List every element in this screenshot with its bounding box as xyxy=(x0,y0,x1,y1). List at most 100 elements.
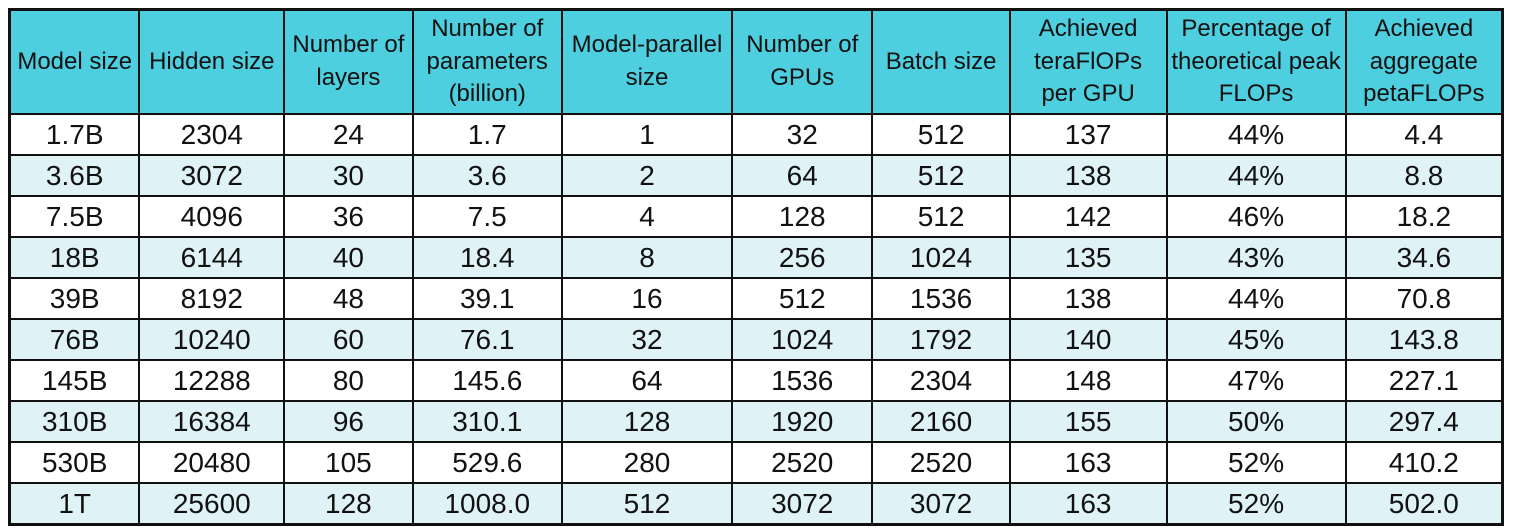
table-cell: 30 xyxy=(283,154,414,197)
table-cell: 52% xyxy=(1165,441,1347,484)
table-cell: 48 xyxy=(283,277,414,320)
table-cell: 16384 xyxy=(138,400,286,443)
table-cell: 138 xyxy=(1008,277,1168,320)
table-cell: 3.6 xyxy=(411,154,563,197)
table-cell: 64 xyxy=(731,154,874,197)
table-cell: 502.0 xyxy=(1344,482,1504,526)
table-cell: 2520 xyxy=(731,441,874,484)
table-cell: 310.1 xyxy=(411,400,563,443)
table-cell: 2520 xyxy=(871,441,1011,484)
table-cell: 1792 xyxy=(871,318,1011,361)
table-cell: 128 xyxy=(283,482,414,526)
table-cell: 142 xyxy=(1008,195,1168,238)
table-cell: 45% xyxy=(1165,318,1347,361)
table-row: 39B 8192 48 39.1 16 512 1536 138 44% 70.8 xyxy=(8,277,1504,320)
table-cell: 148 xyxy=(1008,359,1168,402)
table-cell: 145.6 xyxy=(411,359,563,402)
table-cell: 163 xyxy=(1008,482,1168,526)
table-cell: 135 xyxy=(1008,236,1168,279)
table-row: 3.6B 3072 30 3.6 2 64 512 138 44% 8.8 xyxy=(8,154,1504,197)
table-cell: 256 xyxy=(731,236,874,279)
column-header: Percentage of theoretical peak FLOPs xyxy=(1165,8,1347,115)
table-cell: 3072 xyxy=(138,154,286,197)
table-cell: 529.6 xyxy=(411,441,563,484)
table-cell: 50% xyxy=(1165,400,1347,443)
table-cell: 138 xyxy=(1008,154,1168,197)
table-cell: 76.1 xyxy=(411,318,563,361)
table-cell: 145B xyxy=(8,359,141,402)
table-cell: 60 xyxy=(283,318,414,361)
table-cell: 4.4 xyxy=(1344,113,1504,156)
table-cell: 34.6 xyxy=(1344,236,1504,279)
table-cell: 2160 xyxy=(871,400,1011,443)
table-cell: 39B xyxy=(8,277,141,320)
table-cell: 1024 xyxy=(731,318,874,361)
column-header: Model-parallel size xyxy=(560,8,734,115)
table-cell: 530B xyxy=(8,441,141,484)
table-cell: 128 xyxy=(560,400,734,443)
table-cell: 18B xyxy=(8,236,141,279)
table-cell: 43% xyxy=(1165,236,1347,279)
model-scaling-table: Model size Hidden size Number of layers Num… xyxy=(8,8,1504,526)
table-cell: 44% xyxy=(1165,154,1347,197)
table-cell: 155 xyxy=(1008,400,1168,443)
table-cell: 76B xyxy=(8,318,141,361)
table-cell: 32 xyxy=(560,318,734,361)
table-cell: 297.4 xyxy=(1344,400,1504,443)
column-header: Model size xyxy=(8,8,141,115)
table-cell: 18.4 xyxy=(411,236,563,279)
table-cell: 64 xyxy=(560,359,734,402)
table-cell: 8 xyxy=(560,236,734,279)
table-cell: 7.5B xyxy=(8,195,141,238)
table-cell: 140 xyxy=(1008,318,1168,361)
table-cell: 410.2 xyxy=(1344,441,1504,484)
column-header: Batch size xyxy=(871,8,1011,115)
table-cell: 1008.0 xyxy=(411,482,563,526)
table-cell: 39.1 xyxy=(411,277,563,320)
table-cell: 1.7B xyxy=(8,113,141,156)
table-cell: 1536 xyxy=(731,359,874,402)
table-row: 1T 25600 128 1008.0 512 3072 3072 163 52% 502.0 xyxy=(8,482,1504,526)
table-row: 530B 20480 105 529.6 280 2520 2520 163 52% 410.2 xyxy=(8,441,1504,484)
table-cell: 512 xyxy=(871,113,1011,156)
table-cell: 137 xyxy=(1008,113,1168,156)
table-row: 7.5B 4096 36 7.5 4 128 512 142 46% 18.2 xyxy=(8,195,1504,238)
table-cell: 8192 xyxy=(138,277,286,320)
table-cell: 512 xyxy=(731,277,874,320)
table-body: 1.7B 2304 24 1.7 1 32 512 137 44% 4.4 3.6B 3072 30 3.… xyxy=(8,113,1504,526)
table-cell: 8.8 xyxy=(1344,154,1504,197)
table-header: Model size Hidden size Number of layers Num… xyxy=(8,8,1504,115)
table-cell: 20480 xyxy=(138,441,286,484)
table-cell: 1.7 xyxy=(411,113,563,156)
table-cell: 3072 xyxy=(731,482,874,526)
table-cell: 12288 xyxy=(138,359,286,402)
table-cell: 1 xyxy=(560,113,734,156)
table-cell: 32 xyxy=(731,113,874,156)
table-cell: 105 xyxy=(283,441,414,484)
table-cell: 2 xyxy=(560,154,734,197)
table-row: 145B 12288 80 145.6 64 1536 2304 148 47% 227.1 xyxy=(8,359,1504,402)
table-cell: 1024 xyxy=(871,236,1011,279)
table-row: 18B 6144 40 18.4 8 256 1024 135 43% 34.6 xyxy=(8,236,1504,279)
table-cell: 25600 xyxy=(138,482,286,526)
table-cell: 47% xyxy=(1165,359,1347,402)
table-cell: 44% xyxy=(1165,113,1347,156)
table-cell: 4 xyxy=(560,195,734,238)
table-cell: 44% xyxy=(1165,277,1347,320)
table-cell: 512 xyxy=(871,195,1011,238)
table-row: 310B 16384 96 310.1 128 1920 2160 155 50% 297.4 xyxy=(8,400,1504,443)
column-header: Number of GPUs xyxy=(731,8,874,115)
table-cell: 1T xyxy=(8,482,141,526)
table-cell: 6144 xyxy=(138,236,286,279)
column-header: Achieved teraFlOPs per GPU xyxy=(1008,8,1168,115)
table-cell: 1920 xyxy=(731,400,874,443)
table-cell: 310B xyxy=(8,400,141,443)
table-cell: 18.2 xyxy=(1344,195,1504,238)
column-header: Hidden size xyxy=(138,8,286,115)
table-cell: 46% xyxy=(1165,195,1347,238)
header-row: Model size Hidden size Number of layers Num… xyxy=(8,8,1504,115)
table-cell: 1536 xyxy=(871,277,1011,320)
table-cell: 2304 xyxy=(871,359,1011,402)
table-cell: 96 xyxy=(283,400,414,443)
